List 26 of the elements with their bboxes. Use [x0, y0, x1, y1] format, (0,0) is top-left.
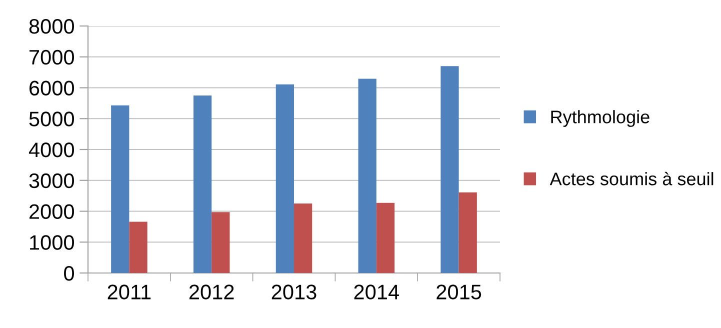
- bar: [458, 192, 477, 273]
- y-tick-label: 0: [64, 266, 74, 281]
- y-tick-label: 7000: [30, 50, 74, 65]
- bar: [440, 66, 459, 273]
- y-tick-label: 5000: [29, 112, 74, 126]
- y-tick-label: 1000: [30, 235, 74, 250]
- legend-label: Actes soumis à seuil: [550, 172, 714, 186]
- x-tick-label: 2014: [354, 284, 399, 300]
- bar: [376, 202, 395, 273]
- y-tick-label: 8000: [29, 19, 74, 34]
- x-tick-label: 2015: [436, 284, 482, 300]
- bar: [276, 84, 294, 273]
- x-tick-label: 2011: [108, 284, 151, 300]
- x-tick-label: 2012: [189, 284, 234, 300]
- bar: [358, 78, 376, 273]
- bar: [212, 212, 230, 273]
- bar: [193, 95, 212, 273]
- x-tick-label: 2013: [272, 284, 316, 300]
- legend-label: Rythmologie: [551, 110, 650, 127]
- y-tick-label: 3000: [29, 173, 74, 188]
- bar: [294, 204, 312, 273]
- y-tick-label: 4000: [28, 142, 74, 158]
- y-tick-label: 2000: [30, 204, 74, 220]
- y-tick-label: 6000: [30, 80, 74, 96]
- bar: [111, 105, 130, 273]
- bar: [129, 222, 148, 273]
